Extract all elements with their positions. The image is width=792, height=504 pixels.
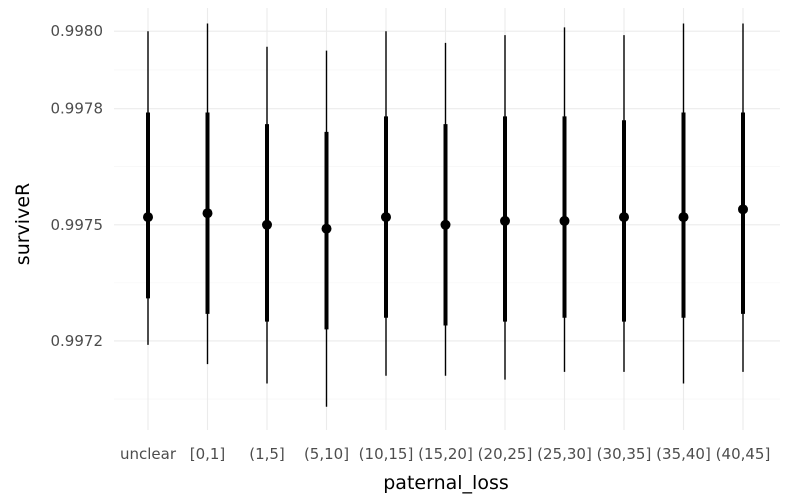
- data-point: [559, 215, 570, 226]
- x-tick-label: (1,5]: [249, 445, 285, 463]
- data-point: [500, 215, 510, 226]
- x-tick-label: (20,25]: [478, 445, 533, 463]
- y-tick-label: 0.9978: [51, 100, 104, 118]
- x-axis-ticks: unclear [0,1] (1,5] (5,10] (10,15] (15,20] (20…: [120, 445, 770, 463]
- data-point: [143, 212, 153, 223]
- x-tick-label: (35,40]: [656, 445, 711, 463]
- data-point: [619, 212, 629, 223]
- y-tick-label: 0.9975: [51, 216, 104, 234]
- x-tick-label: (5,10]: [304, 445, 349, 463]
- data-point: [202, 208, 213, 219]
- data-point: [440, 219, 451, 230]
- data-point: [381, 212, 391, 223]
- x-tick-label: (40,45]: [716, 445, 771, 463]
- data-point: [321, 223, 332, 234]
- x-tick-label: (10,15]: [359, 445, 414, 463]
- x-tick-label: (15,20]: [418, 445, 473, 463]
- data-point: [678, 212, 689, 223]
- x-tick-label: [0,1]: [190, 445, 226, 463]
- x-tick-label: (25,30]: [537, 445, 592, 463]
- y-axis-ticks: 0.9972 0.9975 0.9978 0.9980: [51, 22, 104, 350]
- data-point: [262, 219, 272, 230]
- y-tick-label: 0.9972: [51, 332, 104, 350]
- chart-marks: [143, 23, 748, 407]
- x-tick-label: (30,35]: [597, 445, 652, 463]
- y-tick-label: 0.9980: [51, 22, 104, 40]
- data-point: [738, 204, 748, 215]
- x-axis-label: paternal_loss: [383, 472, 509, 494]
- x-tick-label: unclear: [120, 445, 177, 463]
- y-axis-label: surviveR: [12, 183, 34, 265]
